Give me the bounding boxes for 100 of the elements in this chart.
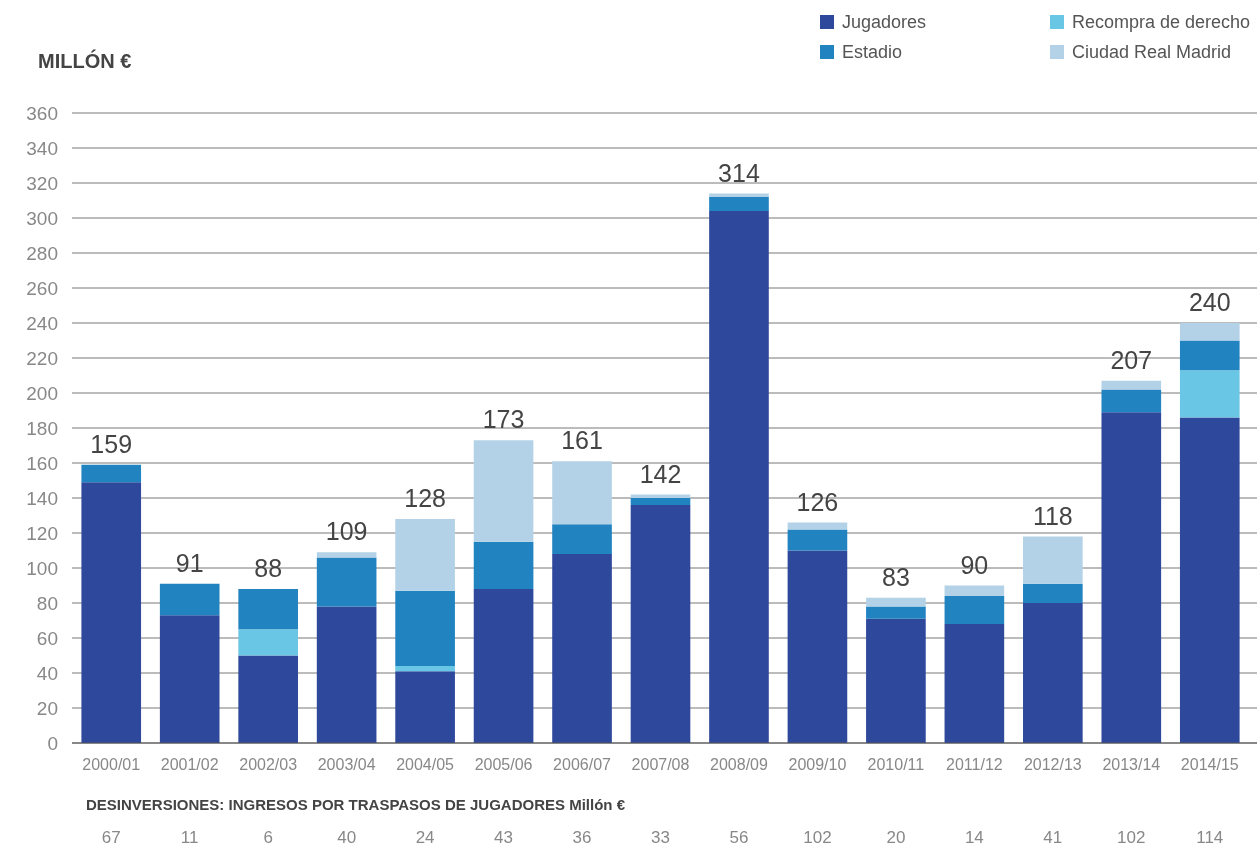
y-tick-label: 280	[26, 242, 58, 264]
bar	[866, 606, 926, 619]
bar	[1101, 389, 1162, 413]
text: 56	[729, 828, 749, 847]
bar	[1023, 536, 1083, 584]
bar	[81, 464, 142, 483]
bar	[787, 529, 848, 551]
y-tick-label: 40	[36, 662, 58, 684]
total-label: 88	[254, 554, 283, 582]
y-tick-label: 20	[36, 697, 58, 719]
x-tick-label: 2003/04	[317, 756, 376, 774]
x-tick-label: 2004/05	[396, 756, 455, 774]
bar	[473, 440, 534, 542]
y-tick-label: 100	[26, 557, 58, 579]
y-tick-label: 200	[26, 382, 58, 404]
total-label: 240	[1188, 288, 1231, 316]
text: 102	[803, 828, 832, 847]
y-tick-label: 160	[26, 452, 58, 474]
bar	[944, 624, 1005, 743]
text: 41	[1043, 828, 1063, 847]
text: 14	[964, 828, 984, 847]
text: 102	[1117, 828, 1146, 847]
x-tick-label: 2007/08	[631, 756, 690, 774]
bar	[1023, 603, 1083, 743]
bar	[395, 590, 455, 666]
legend-label: Recompra de derecho	[1072, 12, 1251, 32]
bar	[630, 505, 691, 743]
bar	[473, 589, 534, 743]
total-label: 207	[1110, 345, 1153, 374]
legend-label: Estadio	[842, 42, 903, 62]
y-tick-label: 80	[36, 592, 58, 614]
bar	[944, 585, 1005, 596]
bar	[238, 629, 298, 656]
bar	[1179, 323, 1240, 341]
total-label: 126	[796, 487, 839, 516]
bar	[473, 541, 534, 589]
total-label: 90	[960, 550, 989, 579]
bar	[316, 557, 377, 607]
bar	[1101, 412, 1162, 743]
bar	[1179, 340, 1240, 371]
bar	[395, 519, 455, 591]
bar	[552, 524, 612, 554]
x-tick-label: 2011/12	[946, 756, 1003, 774]
x-tick-label: 2002/03	[239, 756, 298, 774]
text: DESINVERSIONES: INGRESOS POR TRASPASOS DE JUGADORES Millón €	[86, 796, 626, 813]
total-label: 314	[718, 158, 760, 187]
total-label: 142	[639, 459, 682, 488]
total-label: 109	[325, 517, 368, 546]
bar	[395, 671, 455, 743]
bar	[709, 211, 769, 743]
y-tick-label: 140	[26, 487, 58, 509]
bar	[81, 482, 142, 743]
bar	[552, 554, 612, 743]
text: 20	[886, 828, 906, 847]
text: 11	[180, 828, 199, 847]
y-axis-title: MILLÓN €	[38, 49, 132, 72]
text: 6	[263, 828, 273, 847]
bar	[630, 498, 691, 505]
y-tick-label: 120	[26, 522, 58, 544]
bar	[1179, 370, 1240, 418]
y-tick-label: 360	[26, 102, 58, 124]
x-tick-label: 2006/07	[553, 756, 612, 774]
bar	[709, 197, 769, 211]
y-tick-label: 340	[26, 137, 58, 159]
y-tick-label: 240	[26, 312, 58, 334]
x-tick-label: 2005/06	[474, 756, 533, 774]
total-label: 173	[482, 405, 525, 434]
text: 67	[101, 828, 121, 847]
y-tick-label: 300	[26, 207, 58, 229]
total-label: 83	[881, 562, 910, 591]
bar	[238, 655, 298, 743]
y-tick-label: 220	[26, 347, 58, 369]
bar	[787, 522, 848, 530]
y-tick-label: 60	[36, 627, 58, 649]
text: 114	[1196, 828, 1224, 847]
x-tick-label: 2010/11	[867, 756, 925, 774]
text: 40	[337, 828, 357, 847]
x-tick-label: 2008/09	[710, 756, 768, 774]
total-label: 118	[1032, 501, 1073, 530]
x-tick-label: 2013/14	[1102, 756, 1161, 774]
bar	[159, 615, 220, 743]
total-label: 159	[90, 429, 133, 458]
bar	[944, 596, 1005, 624]
bar	[316, 606, 377, 743]
x-tick-label: 2009/10	[788, 756, 847, 774]
text: 33	[651, 828, 670, 847]
total-label: 161	[561, 426, 603, 455]
x-tick-label: 2001/02	[160, 756, 219, 774]
bar	[866, 618, 926, 743]
text: 43	[494, 828, 514, 847]
text: 24	[415, 828, 435, 847]
bar	[866, 597, 926, 607]
bar	[316, 552, 377, 558]
bar	[238, 589, 298, 630]
bar	[1023, 583, 1083, 603]
y-tick-label: 180	[26, 417, 58, 439]
total-label: 91	[175, 548, 204, 577]
y-tick-label: 320	[26, 172, 58, 194]
y-tick-label: 260	[26, 277, 58, 299]
y-tick-label: 0	[47, 732, 58, 754]
